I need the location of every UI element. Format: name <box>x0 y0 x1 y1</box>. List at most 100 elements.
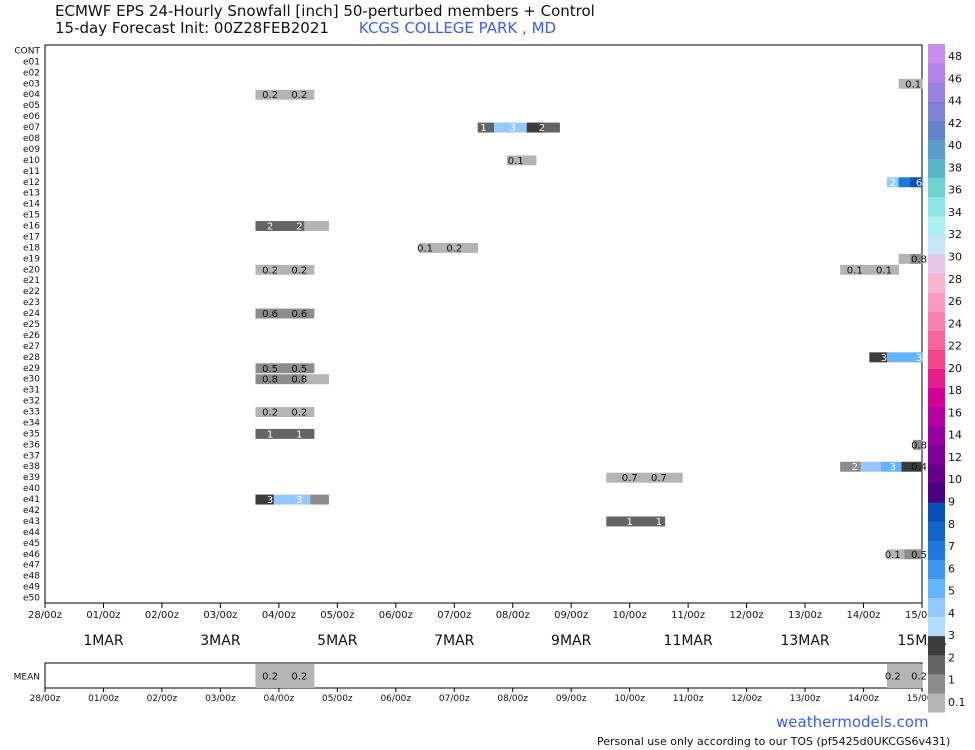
member-value: 2 <box>267 222 273 233</box>
member-cell <box>255 374 281 385</box>
member-cell <box>419 242 479 253</box>
mean-x-tick-label: 02/00z <box>147 694 178 704</box>
member-cell <box>840 461 862 472</box>
member-cell <box>255 89 315 100</box>
member-cell <box>304 374 329 385</box>
colorbar-label: 10 <box>948 473 962 486</box>
member-value: 3 <box>890 462 896 473</box>
member-value: 0.5 <box>291 364 307 375</box>
member-cell <box>606 472 683 483</box>
colorbar-label: 9 <box>948 496 955 509</box>
colorbar-label: 42 <box>948 117 962 130</box>
member-cell <box>881 461 902 472</box>
member-cell <box>543 122 560 133</box>
plot-area <box>44 44 923 604</box>
member-value: 2 <box>852 462 858 473</box>
member-cell <box>840 264 900 275</box>
member-label: e23 <box>23 298 40 308</box>
site-link[interactable]: weathermodels.com <box>776 713 929 731</box>
x-tick-label: 13/00z <box>788 610 822 621</box>
member-cell <box>904 352 923 363</box>
colorbar-label: 1 <box>948 674 955 687</box>
mean-x-tick-label: 06/00z <box>380 694 411 704</box>
colorbar-label: 28 <box>948 273 962 286</box>
mean-x-tick-label: 11/00z <box>673 694 704 704</box>
colorbar-label: 16 <box>948 406 962 419</box>
member-label: e25 <box>23 320 40 330</box>
colorbar-segment <box>928 368 945 389</box>
member-label: e15 <box>23 211 40 221</box>
chart-subtitle: 15-day Forecast Init: 00Z28FEB2021 KCGS C… <box>55 19 556 37</box>
mean-x-tick-label: 05/00z <box>322 694 353 704</box>
mean-cell <box>255 664 315 688</box>
member-value: 3 <box>510 123 516 134</box>
colorbar-segment <box>928 521 945 541</box>
x-tick-label: 07/00z <box>437 610 471 621</box>
member-label: e31 <box>23 386 40 396</box>
member-cell <box>606 516 666 527</box>
member-label: e08 <box>23 134 40 144</box>
member-label: e14 <box>23 200 40 210</box>
member-cell <box>904 549 923 560</box>
colorbar-segment <box>928 406 945 427</box>
colorbar-label: 12 <box>948 451 962 464</box>
member-label: e40 <box>23 484 40 494</box>
member-label: e22 <box>23 287 40 297</box>
colorbar-segment <box>928 196 945 217</box>
day-label: 13MAR <box>780 633 829 649</box>
member-value: 0.2 <box>291 90 307 101</box>
tos-note: Personal use only according to our TOS (… <box>597 735 951 748</box>
x-tick-label: 12/00z <box>730 610 764 621</box>
member-label: e44 <box>23 528 40 538</box>
member-label: e29 <box>23 364 40 374</box>
member-cell <box>255 428 315 439</box>
colorbar-label: 3 <box>948 629 955 642</box>
member-label: e21 <box>23 276 40 286</box>
member-cell <box>886 549 905 560</box>
member-cell <box>494 122 511 133</box>
member-cell <box>913 439 923 450</box>
colorbar-segment <box>928 82 945 102</box>
colorbar-label: 7 <box>948 540 955 553</box>
colorbar-segment <box>928 425 945 446</box>
member-label: e47 <box>23 561 40 571</box>
mean-x-tick-label: 28/00z <box>30 694 61 704</box>
colorbar-segment <box>928 139 945 160</box>
colorbar-segment <box>928 597 945 618</box>
member-label: e12 <box>23 178 40 188</box>
member-label: e35 <box>23 429 40 439</box>
member-value: 0.2 <box>262 90 278 101</box>
colorbar-segment <box>928 273 945 293</box>
member-cell <box>860 461 882 472</box>
member-value: 0.4 <box>911 462 927 473</box>
member-label: e36 <box>23 440 40 450</box>
member-label: e49 <box>23 583 40 593</box>
member-label: e50 <box>23 594 40 604</box>
colorbar-label: 18 <box>948 384 962 397</box>
member-value: 3 <box>296 495 302 506</box>
mean-x-tick-label: 09/00z <box>556 694 587 704</box>
colorbar-segment <box>928 330 945 350</box>
mean-x-tick-label: 15/00z <box>907 694 938 704</box>
member-label: e48 <box>23 572 40 582</box>
colorbar-label: 44 <box>948 95 962 108</box>
member-value: 0.6 <box>291 309 307 320</box>
member-label: e13 <box>23 189 40 199</box>
member-value: 1 <box>296 429 302 440</box>
member-cell <box>310 494 329 505</box>
member-cell <box>898 78 923 89</box>
member-label: e33 <box>23 408 40 418</box>
member-cell <box>304 221 329 231</box>
colorbar-label: 46 <box>948 72 962 85</box>
colorbar-label: 38 <box>948 161 962 174</box>
member-label: e39 <box>23 473 40 483</box>
member-label: e26 <box>23 331 40 341</box>
member-value: 2 <box>296 222 302 233</box>
member-value: 0.2 <box>291 265 307 276</box>
member-value: 1 <box>626 517 632 528</box>
member-label: e16 <box>23 222 40 232</box>
mean-value: 0.2 <box>291 672 307 683</box>
member-value: 0.1 <box>905 79 921 90</box>
member-label: e24 <box>23 309 40 319</box>
